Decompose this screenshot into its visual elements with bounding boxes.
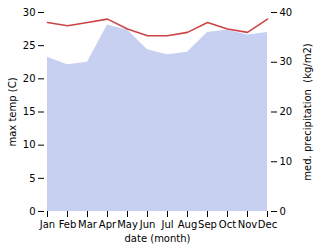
svg-text:10: 10 bbox=[23, 139, 36, 150]
svg-text:Oct: Oct bbox=[219, 219, 236, 230]
svg-text:max temp (C): max temp (C) bbox=[7, 77, 18, 146]
svg-text:Dec: Dec bbox=[258, 219, 277, 230]
svg-text:Aug: Aug bbox=[178, 219, 198, 230]
svg-text:Apr: Apr bbox=[99, 219, 117, 230]
svg-text:0: 0 bbox=[280, 206, 286, 217]
svg-text:15: 15 bbox=[23, 106, 36, 117]
svg-text:med. precipitation (kg/m2): med. precipitation (kg/m2) bbox=[302, 43, 313, 180]
svg-text:Mar: Mar bbox=[78, 219, 98, 230]
svg-text:40: 40 bbox=[280, 7, 293, 18]
svg-text:Jul: Jul bbox=[160, 219, 173, 230]
svg-text:May: May bbox=[117, 219, 138, 230]
svg-text:Feb: Feb bbox=[59, 219, 77, 230]
svg-text:30: 30 bbox=[23, 7, 36, 18]
svg-text:Jun: Jun bbox=[139, 219, 156, 230]
svg-text:Nov: Nov bbox=[238, 219, 258, 230]
svg-text:20: 20 bbox=[23, 73, 36, 84]
svg-text:Jan: Jan bbox=[39, 219, 55, 230]
svg-text:10: 10 bbox=[280, 156, 293, 167]
svg-text:20: 20 bbox=[280, 106, 293, 117]
svg-text:30: 30 bbox=[280, 56, 293, 67]
svg-text:date (month): date (month) bbox=[125, 233, 191, 244]
svg-text:0: 0 bbox=[29, 206, 35, 217]
svg-text:Sep: Sep bbox=[198, 219, 217, 230]
svg-text:25: 25 bbox=[23, 40, 36, 51]
svg-text:5: 5 bbox=[29, 173, 35, 184]
